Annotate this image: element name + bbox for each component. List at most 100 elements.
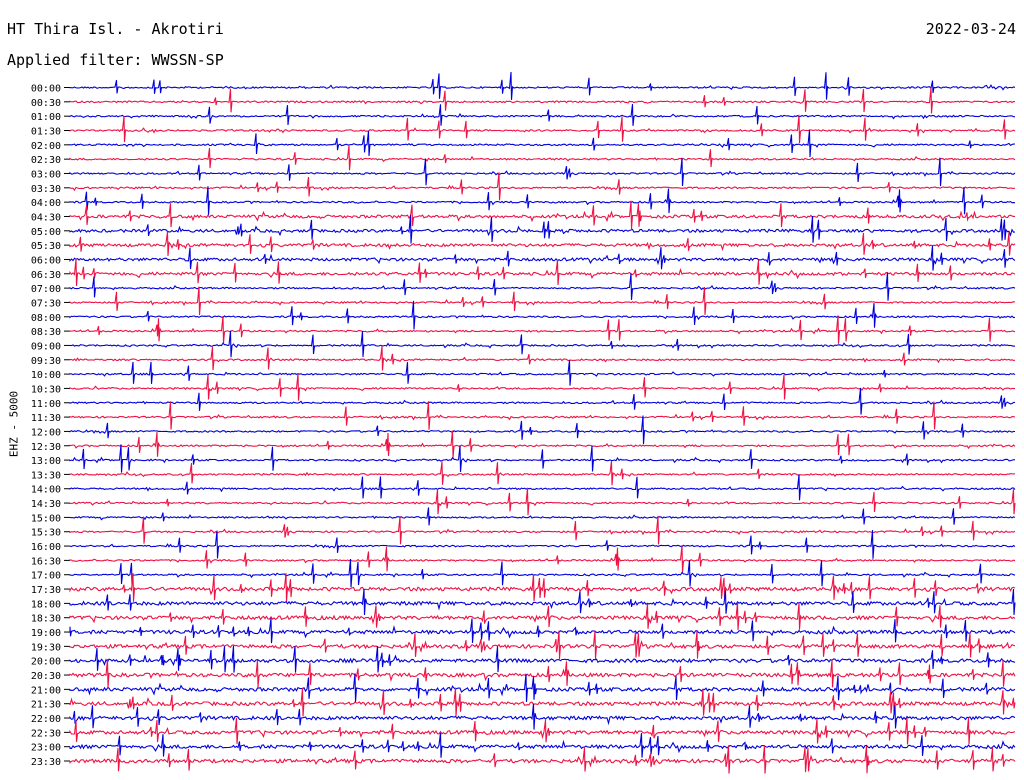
filter-label: Applied filter: WWSSN-SP <box>7 51 224 69</box>
trace-time-label: 03:00 <box>31 169 61 180</box>
seismic-trace <box>69 272 1016 301</box>
trace-time-label: 13:30 <box>31 470 61 481</box>
trace-time-label: 04:00 <box>31 198 61 209</box>
trace-time-label: 00:00 <box>31 84 61 95</box>
trace-time-label: 19:30 <box>31 642 61 653</box>
seismic-trace <box>69 602 1016 630</box>
trace-time-label: 02:30 <box>31 155 61 166</box>
seismic-trace <box>69 129 1016 158</box>
trace-time-label: 11:00 <box>31 399 61 410</box>
trace-time-label: 18:30 <box>31 614 61 625</box>
trace-time-label: 08:00 <box>31 313 61 324</box>
seismic-trace <box>69 373 1016 401</box>
seismic-trace <box>69 673 1016 703</box>
trace-time-label: 14:00 <box>31 485 61 496</box>
seismic-trace <box>69 71 1016 100</box>
trace-time-label: 23:30 <box>31 757 61 768</box>
trace-time-label: 09:00 <box>31 341 61 352</box>
seismic-trace <box>69 659 1016 688</box>
trace-time-label: 11:30 <box>31 413 61 424</box>
seismic-trace <box>69 703 1016 730</box>
trace-time-label: 08:30 <box>31 327 61 338</box>
seismic-trace <box>69 618 1016 644</box>
trace-time-label: 05:30 <box>31 241 61 252</box>
seismic-trace <box>69 258 1016 286</box>
seismic-trace <box>69 645 1016 673</box>
trace-time-label: 03:30 <box>31 184 61 195</box>
station-title: HT Thira Isl. - Akrotiri <box>7 20 224 38</box>
date-label: 2022-03-24 <box>925 20 1016 38</box>
trace-time-label: 02:00 <box>31 141 61 152</box>
seismic-trace <box>69 145 1016 171</box>
trace-time-label: 18:00 <box>31 599 61 610</box>
trace-time-label: 21:00 <box>31 685 61 696</box>
seismic-trace <box>69 300 1016 330</box>
trace-time-label: 22:30 <box>31 728 61 739</box>
trace-time-label: 15:30 <box>31 528 61 539</box>
seismic-trace <box>69 430 1016 458</box>
seismic-trace <box>69 558 1016 588</box>
seismic-trace <box>69 444 1016 473</box>
seismic-trace <box>69 745 1016 774</box>
trace-time-label: 07:00 <box>31 284 61 295</box>
trace-time-label: 10:30 <box>31 384 61 395</box>
seismic-trace <box>69 231 1016 256</box>
trace-time-label: 15:00 <box>31 513 61 524</box>
seismic-trace <box>69 530 1016 559</box>
seismic-trace <box>69 214 1016 244</box>
seismic-trace <box>69 573 1016 602</box>
seismic-trace <box>69 507 1016 526</box>
trace-time-label: 17:00 <box>31 571 61 582</box>
seismic-trace <box>69 401 1016 430</box>
seismic-trace <box>69 515 1016 545</box>
trace-time-label: 13:00 <box>31 456 61 467</box>
seismic-trace <box>69 630 1016 660</box>
seismic-trace <box>69 330 1016 358</box>
trace-time-label: 16:30 <box>31 556 61 567</box>
trace-time-label: 23:00 <box>31 743 61 754</box>
seismic-trace <box>69 172 1016 201</box>
trace-time-label: 17:30 <box>31 585 61 596</box>
trace-time-label: 09:30 <box>31 356 61 367</box>
trace-time-label: 21:30 <box>31 700 61 711</box>
trace-time-label: 07:30 <box>31 298 61 309</box>
seismic-trace <box>69 687 1016 717</box>
trace-time-label: 01:30 <box>31 126 61 137</box>
seismic-trace <box>69 315 1016 344</box>
trace-time-label: 19:00 <box>31 628 61 639</box>
trace-time-label: 00:30 <box>31 98 61 109</box>
seismic-trace <box>69 717 1016 745</box>
trace-time-label: 22:00 <box>31 714 61 725</box>
trace-time-label: 06:30 <box>31 270 61 281</box>
trace-time-label: 04:30 <box>31 212 61 223</box>
trace-time-label: 20:00 <box>31 657 61 668</box>
seismic-trace <box>69 460 1016 486</box>
seismic-trace <box>69 588 1016 616</box>
seismic-trace <box>69 186 1016 215</box>
seismic-trace <box>69 545 1016 573</box>
trace-time-label: 14:30 <box>31 499 61 510</box>
seismic-trace <box>69 346 1016 371</box>
trace-time-label: 12:00 <box>31 427 61 438</box>
trace-time-label: 20:30 <box>31 671 61 682</box>
trace-time-label: 12:30 <box>31 442 61 453</box>
seismic-trace <box>69 87 1015 114</box>
trace-time-label: 16:00 <box>31 542 61 553</box>
trace-time-label: 05:00 <box>31 227 61 238</box>
seismic-trace <box>69 732 1016 758</box>
seismic-trace <box>69 286 1016 316</box>
seismic-trace <box>69 474 1016 501</box>
seismic-trace <box>69 104 1016 126</box>
seismic-trace <box>69 487 1016 516</box>
seismic-trace <box>69 415 1016 445</box>
trace-time-label: 10:00 <box>31 370 61 381</box>
seismic-trace <box>69 359 1016 386</box>
trace-time-label: 01:00 <box>31 112 61 123</box>
trace-time-label: 06:00 <box>31 255 61 266</box>
seismic-trace <box>69 245 1016 271</box>
seismic-trace <box>69 200 1015 230</box>
seismic-trace <box>69 114 1016 144</box>
seismic-trace <box>69 157 1016 187</box>
seismic-trace <box>69 387 1016 415</box>
